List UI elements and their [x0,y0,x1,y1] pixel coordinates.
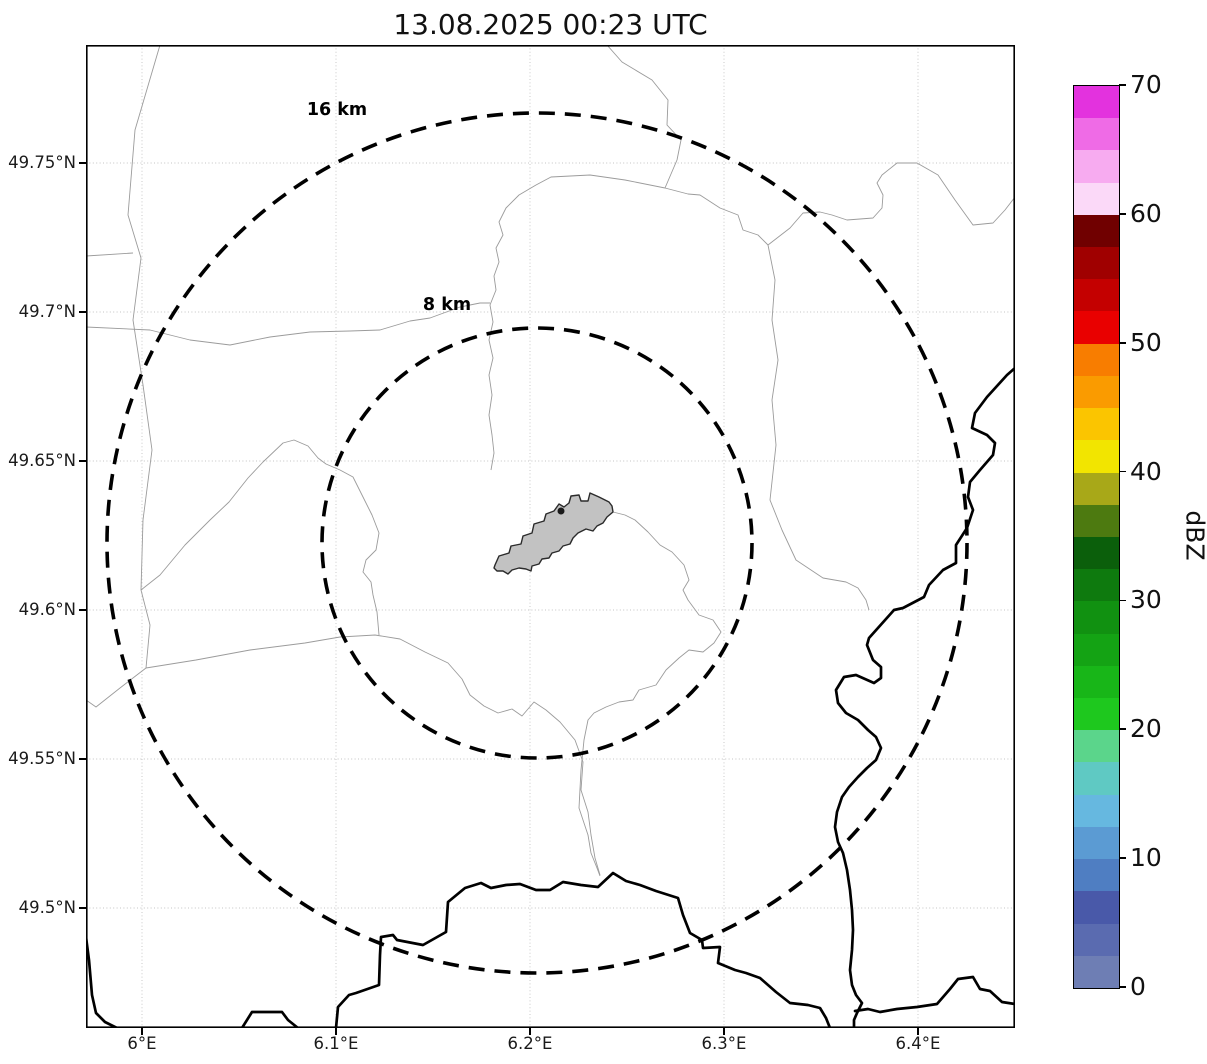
colorbar-segment [1074,601,1119,634]
y-tick-label: 49.6°N [18,600,76,619]
range-ring-label: 8 km [423,295,471,315]
colorbar-segment [1074,343,1119,376]
y-axis-tick [79,609,86,611]
x-axis-tick [529,1028,531,1035]
colorbar-segment [1074,150,1119,183]
x-tick-label: 6.4°E [895,1034,941,1053]
y-tick-label: 49.55°N [8,749,76,768]
x-axis-tick [141,1028,143,1035]
y-tick-label: 49.5°N [18,898,76,917]
admin-border-line [140,439,380,636]
colorbar-segment [1074,923,1119,956]
colorbar-tick-label: 40 [1130,456,1162,486]
admin-border-line [145,634,601,876]
x-tick-label: 6.1°E [313,1034,359,1053]
colorbar-segment [1074,118,1119,151]
colorbar-tick [1119,599,1127,602]
colorbar-segment [1074,698,1119,731]
x-axis-tick [335,1028,337,1035]
colorbar-tick-label: 30 [1130,585,1162,615]
colorbar-tick [1119,986,1127,988]
map-canvas: 16 km 8 km [86,45,1015,1028]
y-axis-tick [79,311,86,313]
colorbar-tick [1119,213,1127,215]
x-axis-tick [723,1028,725,1035]
map-plot-area: 16 km 8 km [86,45,1015,1028]
y-axis-tick [79,907,86,909]
y-axis-tick [79,460,86,462]
x-axis-tick [917,1028,919,1035]
colorbar-segment [1074,794,1119,827]
colorbar-segment [1074,246,1119,280]
colorbar [1073,85,1120,989]
range-ring-8km [320,326,754,760]
admin-border-line [86,45,161,708]
colorbar-tick-label: 0 [1130,972,1146,1001]
y-axis-tick [79,162,86,164]
range-ring-16km [105,111,969,975]
timestamp-title: 13.08.2025 00:23 UTC [393,8,708,41]
y-tick-label: 49.65°N [8,451,76,470]
country-border-line [86,935,119,1028]
colorbar-segment [1074,214,1119,247]
colorbar-segment [1074,536,1119,570]
colorbar-segment [1074,85,1119,119]
colorbar-segment [1074,891,1119,924]
colorbar-tick-label: 70 [1130,70,1162,99]
country-border-line [853,975,1015,1014]
colorbar-segment [1074,955,1119,988]
colorbar-segment [1074,762,1119,795]
y-tick-label: 49.7°N [18,302,76,321]
country-border-line [240,1010,300,1028]
admin-border-line [578,511,722,877]
country-border-line [833,366,1015,1028]
x-tick-label: 6°E [127,1034,157,1053]
y-tick-label: 49.75°N [8,153,76,172]
country-border-line [334,871,832,1028]
admin-border-line [86,252,134,257]
colorbar-tick-label: 20 [1130,714,1162,744]
plot-frame [86,45,1015,1028]
airport-outline [493,492,614,575]
colorbar-segment [1074,730,1119,763]
colorbar-tick-label: 50 [1130,327,1162,357]
colorbar-segment [1074,826,1119,860]
admin-border-line [664,162,1015,246]
colorbar-segment [1074,665,1119,699]
colorbar-segment [1074,279,1119,312]
admin-border-line [606,45,682,189]
y-axis-tick [79,758,86,760]
colorbar-segment [1074,859,1119,892]
colorbar-tick [1119,470,1127,473]
colorbar-segment [1074,182,1119,215]
colorbar-segment [1074,311,1119,344]
colorbar-tick [1119,857,1127,859]
colorbar-unit-label: dBZ [1180,510,1207,561]
x-tick-label: 6.2°E [507,1034,553,1053]
colorbar-segment [1074,472,1119,505]
admin-border-line [767,244,870,611]
colorbar-tick [1119,84,1127,86]
colorbar-tick-label: 10 [1130,843,1162,873]
colorbar-segment [1074,504,1119,537]
colorbar-segment [1074,440,1119,473]
range-ring-label: 16 km [307,100,367,120]
colorbar-segment [1074,375,1119,409]
radar-site-marker [557,507,565,515]
colorbar-tick-label: 60 [1130,198,1162,228]
colorbar-segment [1074,408,1119,441]
x-tick-label: 6.3°E [701,1034,747,1053]
admin-border-line [488,174,666,471]
admin-border-line [86,302,490,346]
colorbar-tick [1119,728,1127,731]
colorbar-tick [1119,341,1127,344]
colorbar-segment [1074,633,1119,666]
colorbar-segment [1074,569,1119,602]
